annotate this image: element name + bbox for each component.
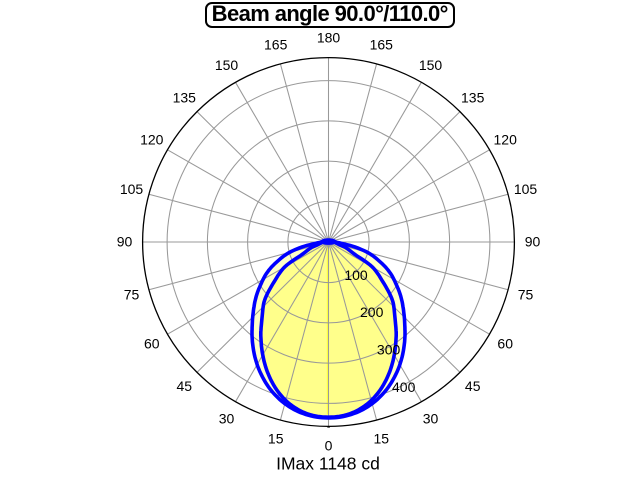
svg-text:105: 105 <box>120 181 144 197</box>
svg-text:90: 90 <box>117 234 133 250</box>
svg-text:180: 180 <box>317 30 341 46</box>
svg-text:15: 15 <box>268 431 284 447</box>
svg-text:150: 150 <box>215 57 239 73</box>
svg-text:165: 165 <box>264 37 288 53</box>
svg-text:150: 150 <box>419 57 443 73</box>
svg-text:30: 30 <box>219 410 235 426</box>
svg-text:IMax 1148 cd: IMax 1148 cd <box>276 453 380 473</box>
svg-text:120: 120 <box>494 132 518 148</box>
svg-text:200: 200 <box>360 304 384 320</box>
svg-text:45: 45 <box>177 378 193 394</box>
svg-text:135: 135 <box>461 90 485 106</box>
svg-text:0: 0 <box>325 438 333 454</box>
svg-text:45: 45 <box>465 378 481 394</box>
svg-text:90: 90 <box>525 234 541 250</box>
svg-text:165: 165 <box>370 37 394 53</box>
svg-text:105: 105 <box>514 181 538 197</box>
svg-text:75: 75 <box>124 287 140 303</box>
svg-text:30: 30 <box>423 410 439 426</box>
svg-text:15: 15 <box>374 431 390 447</box>
svg-text:400: 400 <box>392 379 416 395</box>
svg-text:60: 60 <box>497 336 513 352</box>
svg-text:135: 135 <box>173 90 197 106</box>
svg-text:100: 100 <box>344 267 368 283</box>
svg-text:60: 60 <box>144 336 160 352</box>
svg-text:75: 75 <box>518 287 534 303</box>
svg-text:120: 120 <box>140 132 164 148</box>
svg-text:300: 300 <box>377 342 401 358</box>
